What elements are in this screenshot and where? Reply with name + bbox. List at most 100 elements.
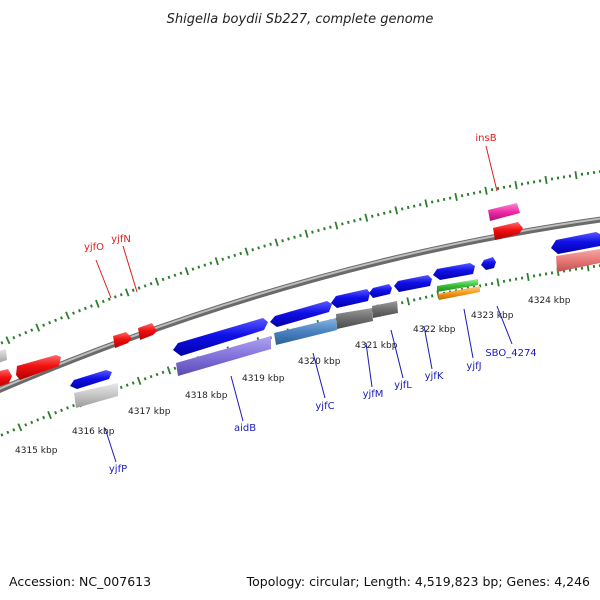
major-tick [274, 238, 279, 247]
minor-tick [30, 420, 34, 425]
minor-tick [209, 261, 213, 265]
minor-tick [436, 199, 440, 203]
gene-arrow[interactable] [173, 318, 268, 356]
major-tick [5, 336, 11, 345]
major-tick [124, 288, 130, 297]
minor-tick [293, 235, 296, 239]
minor-tick [257, 246, 261, 250]
gene-label-yjfM[interactable]: yjfM [363, 389, 384, 400]
major-tick [484, 186, 488, 195]
minor-tick [101, 299, 105, 304]
major-tick [394, 206, 399, 215]
minor-tick [460, 194, 464, 198]
gene-label-yjfC[interactable]: yjfC [315, 401, 334, 412]
gene-arrow[interactable] [176, 336, 271, 376]
minor-tick [520, 182, 524, 186]
gene-arrow[interactable] [372, 301, 398, 318]
minor-tick [287, 237, 290, 241]
gene-arrow[interactable] [274, 318, 337, 345]
gene-label-yjfN[interactable]: yjfN [111, 234, 131, 245]
minor-tick [18, 333, 22, 337]
minor-tick [430, 200, 434, 204]
major-tick [424, 199, 428, 208]
minor-tick [89, 304, 93, 308]
gene-arrow[interactable] [336, 308, 373, 329]
gene-label-yjfJ[interactable]: yjfJ [466, 361, 481, 372]
major-tick [364, 213, 369, 222]
minor-tick [131, 381, 135, 385]
gene-arrow[interactable] [433, 263, 475, 280]
minor-tick [508, 278, 512, 282]
gene-label-SBO_4274[interactable]: SBO_4274 [485, 348, 536, 359]
gene-arrow[interactable] [481, 257, 496, 270]
gene-arrow[interactable] [331, 289, 370, 308]
gene-arrow[interactable] [70, 370, 112, 389]
minor-tick [125, 383, 129, 387]
gene-arrow[interactable] [16, 355, 61, 380]
gene-arrow[interactable] [74, 383, 118, 408]
gene-arrow[interactable] [488, 203, 520, 221]
scale-labels: 4315 kbp 4316 kbp 4317 kbp 4318 kbp 4319… [15, 296, 571, 456]
minor-tick [54, 318, 58, 322]
gene-arrow[interactable] [556, 249, 600, 272]
minor-tick [161, 370, 165, 375]
minor-tick [400, 207, 404, 211]
major-tick [304, 229, 309, 238]
minor-tick [538, 273, 542, 277]
gene-label-yjfP[interactable]: yjfP [109, 464, 127, 475]
gene-arrow[interactable] [0, 349, 7, 364]
gene-arrow[interactable] [394, 275, 432, 292]
minor-tick [83, 306, 87, 311]
major-tick [334, 221, 339, 230]
minor-tick [251, 248, 255, 252]
minor-tick [119, 293, 123, 297]
minor-tick [173, 366, 177, 370]
gene-label-yjfL[interactable]: yjfL [394, 380, 412, 391]
reverse-strand-genes [0, 232, 600, 408]
minor-tick [72, 311, 75, 315]
minor-tick [329, 225, 332, 229]
gene-arrow[interactable] [493, 222, 523, 240]
minor-tick [107, 297, 111, 301]
forward-strand-genes [0, 203, 523, 388]
minor-tick [72, 403, 75, 408]
minor-tick [299, 233, 302, 238]
major-tick [184, 267, 190, 276]
gene-labels: yjfO yjfN insB yjfP aidB yjfC yjfM yjfL … [84, 133, 537, 475]
major-tick [454, 192, 458, 201]
gene-label-insB[interactable]: insB [475, 133, 496, 144]
gene-arrow[interactable] [437, 279, 478, 292]
gene-arrow[interactable] [551, 232, 600, 254]
major-tick [496, 278, 500, 287]
gene-arrow[interactable] [438, 286, 480, 300]
major-tick [214, 257, 219, 266]
map-title: Shigella boydii Sb227, complete genome [167, 12, 434, 27]
gene-label-aidB[interactable]: aidB [234, 423, 256, 434]
minor-tick [30, 328, 34, 332]
gene-arrow[interactable] [113, 332, 132, 348]
minor-tick [12, 336, 16, 340]
gene-label-yjfO[interactable]: yjfO [84, 242, 104, 253]
gene-arrow[interactable] [369, 284, 392, 298]
gene-label-yjfK[interactable]: yjfK [425, 371, 444, 382]
minor-tick [60, 316, 64, 320]
minor-tick [490, 188, 494, 192]
minor-tick [24, 423, 28, 427]
scale-label-4319: 4319 kbp [242, 374, 285, 384]
minor-tick [54, 411, 58, 415]
minor-tick [0, 433, 4, 437]
gene-arrow[interactable] [0, 369, 12, 388]
minor-tick [376, 213, 380, 217]
gene-arrow[interactable] [270, 301, 332, 327]
gene-arrow[interactable] [138, 323, 157, 340]
minor-tick [412, 204, 416, 208]
minor-tick [6, 430, 10, 435]
minor-tick [42, 323, 46, 327]
minor-tick [24, 330, 28, 335]
minor-tick [227, 255, 231, 259]
accession-text: Accession: NC_007613 [9, 574, 152, 589]
major-tick [544, 175, 548, 185]
minor-tick [281, 239, 284, 243]
major-tick [35, 323, 41, 332]
